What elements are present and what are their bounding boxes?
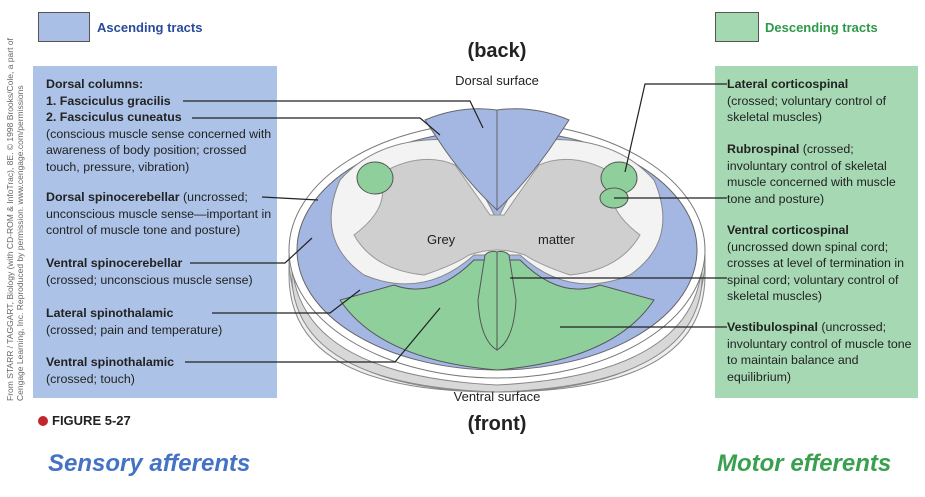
left-green-tract xyxy=(356,161,394,195)
tract: Lateral spinothalamic (crossed; pain and … xyxy=(46,305,274,338)
tract-name: Rubrospinal xyxy=(727,142,800,156)
ventral-surface-label: Ventral surface xyxy=(453,389,541,404)
tract-name: Lateral corticospinal xyxy=(727,77,849,91)
tract-name: Dorsal spinocerebellar xyxy=(46,190,180,204)
tract: Dorsal spinocerebellar (uncrossed; uncon… xyxy=(46,189,274,239)
tract-detail: (crossed; unconscious muscle sense) xyxy=(46,272,253,287)
tract-name: Ventral spinothalamic xyxy=(46,355,175,369)
tract-detail: (uncrossed; unconscious muscle sense—imp… xyxy=(46,190,272,237)
leader-lateral-corticospinal xyxy=(624,83,727,173)
tract-name: Ventral spinocerebellar xyxy=(46,256,183,270)
legend-descending: Descending tracts xyxy=(765,20,878,35)
descending-panel xyxy=(715,66,918,398)
tract-name: Ventral corticospinal xyxy=(727,223,849,237)
tract: Rubrospinal (crossed; involuntary contro… xyxy=(727,141,915,207)
gracilis: 1. Fasciculus gracilis xyxy=(46,93,171,108)
leader-cuneatus xyxy=(192,117,441,136)
tract-name: Vestibulospinal xyxy=(727,320,818,334)
tract-detail: (crossed; touch) xyxy=(46,371,135,386)
ventral-corticospinal xyxy=(496,250,517,351)
detail: (conscious muscle sense concerned with a… xyxy=(46,126,272,174)
dorsal-column-right xyxy=(496,108,570,212)
tract-detail: (uncrossed down spinal cord; crosses at … xyxy=(727,239,904,304)
matter-label: matter xyxy=(538,232,575,247)
leader-ventral-spinothalamic xyxy=(185,307,441,363)
grey-matter xyxy=(353,158,641,276)
back-label: (back) xyxy=(467,40,527,62)
leader-dorsal-spinocerebellar xyxy=(261,196,319,201)
figure-label: FIGURE 5-27 xyxy=(52,413,131,428)
tract-detail: (crossed; voluntary control of skeletal … xyxy=(727,93,887,125)
tract: Ventral spinocerebellar (crossed; unconsc… xyxy=(46,255,274,288)
cord-side xyxy=(291,264,703,393)
tract: Ventral corticospinal (uncrossed down spi… xyxy=(727,222,915,305)
credit: From STARR / TAGGART, Biology (with CD-R… xyxy=(5,38,25,401)
tract-detail: (crossed; involuntary control of skeleta… xyxy=(727,142,896,206)
tract: Ventral spinothalamic (crossed; touch) xyxy=(46,354,274,387)
ascending-panel xyxy=(33,66,277,398)
legend-ascending: Ascending tracts xyxy=(97,20,203,35)
tract-name: Lateral spinothalamic xyxy=(46,306,174,320)
legend-swatch-ascending xyxy=(38,12,90,42)
grey-label: Grey xyxy=(427,232,456,247)
leader-lateral-spinothalamic xyxy=(212,289,361,314)
tract-detail: (crossed; pain and temperature) xyxy=(46,322,223,337)
tract-detail: (uncrossed; involuntary control of muscl… xyxy=(727,320,912,384)
front-label: (front) xyxy=(467,413,527,435)
figure-bullet xyxy=(38,416,48,426)
heading: Dorsal columns: xyxy=(46,77,144,91)
leader-ventral-spinocerebellar xyxy=(190,237,313,264)
leader-gracilis xyxy=(183,100,484,129)
tract: Lateral corticospinal (crossed; voluntary… xyxy=(727,76,915,126)
tract: Vestibulospinal (uncrossed; involuntary … xyxy=(727,319,915,385)
caption-right: Motor efferents xyxy=(717,450,892,477)
cuneatus: 2. Fasciculus cuneatus xyxy=(46,110,182,124)
dorsal-surface-label: Dorsal surface xyxy=(455,73,539,88)
legend-swatch-descending xyxy=(715,12,759,42)
caption-left: Sensory afferents xyxy=(48,450,251,477)
dorsal-columns: Dorsal columns: 1. Fasciculus gracilis 2… xyxy=(46,76,274,175)
